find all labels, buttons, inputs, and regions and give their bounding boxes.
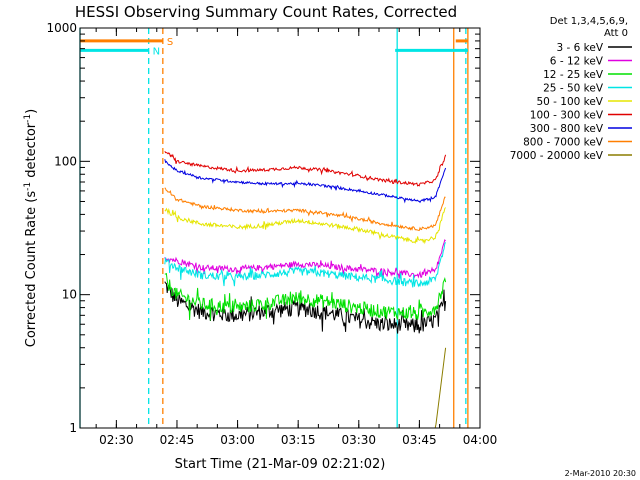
time-markers xyxy=(79,28,469,428)
y-label-part-end: ) xyxy=(24,109,39,114)
series-line-3 xyxy=(164,242,447,288)
legend-label-6: 300 - 800 keV xyxy=(530,123,604,135)
axes: 02:30 02:45 03:00 03:15 03:30 03:45 04:00 1 10 10… xyxy=(46,21,497,447)
y-label-superscript-1: -1 xyxy=(23,182,33,191)
x-tick-label-6: 04:00 xyxy=(463,433,498,447)
flag-label-S: S xyxy=(167,37,173,48)
series-line-5 xyxy=(164,151,447,187)
x-tick-label-4: 03:30 xyxy=(341,433,376,447)
y-tick-label-0: 1 xyxy=(69,421,77,435)
series-line-2 xyxy=(164,272,447,321)
x-tick-label-1: 02:45 xyxy=(160,433,195,447)
plot-frame xyxy=(79,27,481,429)
y-tick-label-2: 100 xyxy=(54,154,77,168)
series-line-0 xyxy=(164,281,447,334)
flag-bars: SN xyxy=(80,37,468,57)
legend-header-1: Att 0 xyxy=(604,28,628,39)
chart-title: HESSI Observing Summary Count Rates, Cor… xyxy=(75,3,457,21)
legend-label-1: 6 - 12 keV xyxy=(550,56,604,68)
x-tick-label-0: 02:30 xyxy=(99,433,134,447)
series-line-1 xyxy=(164,238,446,279)
series-lines xyxy=(164,151,447,429)
legend-header-0: Det 1,3,4,5,6,9, xyxy=(550,16,628,27)
y-tick-label-3: 1000 xyxy=(46,21,77,35)
series-line-4 xyxy=(164,207,447,245)
legend: Det 1,3,4,5,6,9,Att 03 - 6 keV 6 - 12 keV… xyxy=(510,16,632,162)
flag-label-N: N xyxy=(153,46,160,57)
x-tick-label-5: 03:45 xyxy=(402,433,437,447)
legend-label-2: 12 - 25 keV xyxy=(543,69,604,81)
legend-label-0: 3 - 6 keV xyxy=(556,42,603,54)
legend-label-8: 7000 - 20000 keV xyxy=(510,150,604,162)
legend-label-3: 25 - 50 keV xyxy=(543,83,604,95)
y-axis-label: Corrected Count Rate (s-1 detector-1) xyxy=(23,109,39,347)
y-tick-label-1: 10 xyxy=(62,288,77,302)
series-line-8 xyxy=(164,347,447,429)
date-stamp: 2-Mar-2010 20:30 xyxy=(565,469,636,478)
x-tick-label-2: 03:00 xyxy=(220,433,255,447)
legend-label-4: 50 - 100 keV xyxy=(536,96,603,108)
x-tick-label-3: 03:15 xyxy=(281,433,316,447)
y-label-part-main: Corrected Count Rate (s xyxy=(24,191,39,348)
y-label-superscript-2: -1 xyxy=(23,114,33,123)
series-line-7 xyxy=(164,187,446,232)
legend-label-7: 800 - 7000 keV xyxy=(523,137,604,149)
x-axis-label: Start Time (21-Mar-09 02:21:02) xyxy=(175,457,386,472)
y-label-part-mid: detector xyxy=(24,122,39,182)
legend-label-5: 100 - 300 keV xyxy=(530,110,604,122)
series-line-6 xyxy=(164,159,447,204)
